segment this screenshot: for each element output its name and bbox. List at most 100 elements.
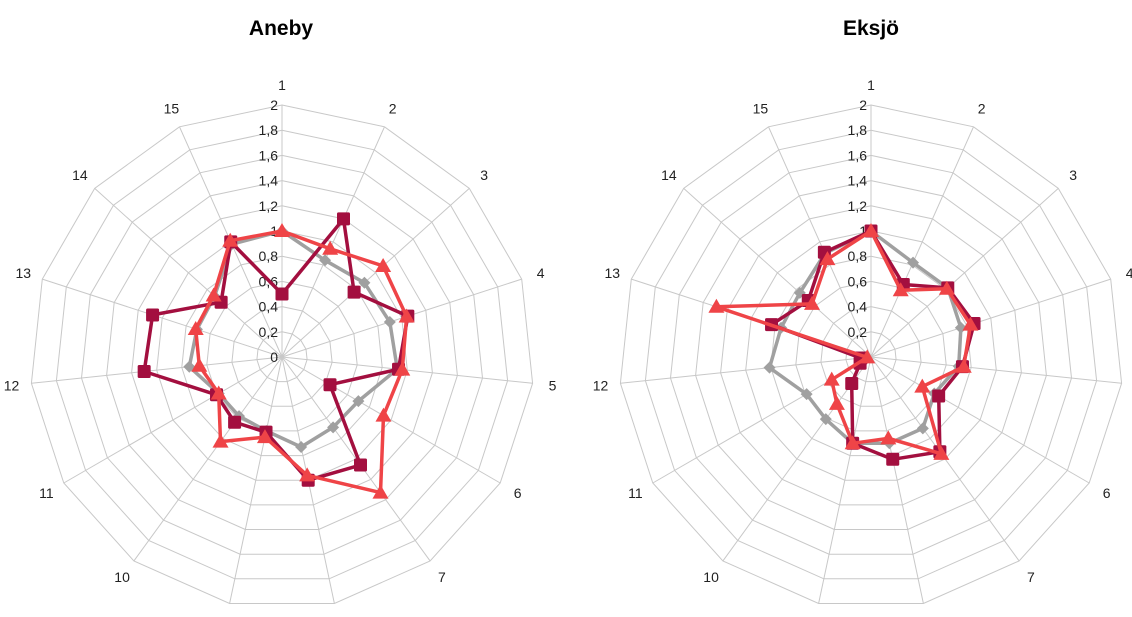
tick-label: 1,6 [259, 147, 279, 163]
series-line [714, 229, 973, 456]
grid-spoke [281, 356, 533, 384]
data-point [358, 276, 371, 289]
data-point [938, 280, 955, 295]
category-label: 7 [438, 569, 446, 585]
data-point [375, 407, 392, 422]
tick-label: 0,4 [848, 299, 868, 315]
data-point [295, 440, 308, 453]
data-point [828, 395, 845, 410]
data-point [191, 357, 208, 372]
grid-ring [695, 180, 1047, 530]
grid-spoke [133, 356, 283, 562]
grid-spoke [31, 356, 283, 384]
grid-spoke [281, 188, 470, 358]
data-point [210, 385, 227, 400]
tick-label: 1,4 [259, 173, 279, 189]
tick-label: 1,8 [848, 122, 868, 138]
category-label: 11 [628, 485, 643, 501]
data-point [212, 433, 229, 448]
grid-spoke [870, 126, 974, 358]
category-label: 15 [164, 101, 180, 117]
grid-spoke [63, 356, 283, 484]
data-point [299, 467, 316, 482]
data-point [962, 316, 979, 331]
data-point [137, 364, 151, 378]
grid-ring [156, 230, 408, 481]
radar-chart-aneby: Aneby 00,20,40,60,811,21,41,61,821234567… [4, 17, 557, 617]
data-point [708, 298, 725, 313]
data-point [955, 358, 972, 373]
grid-ring [30, 104, 534, 604]
data-point [372, 484, 389, 499]
category-label: 4 [537, 265, 545, 281]
category-label: 13 [16, 265, 32, 281]
data-point [819, 413, 832, 426]
tick-label: 2 [270, 97, 278, 113]
tick-label: 0,8 [259, 248, 279, 264]
series-line [769, 229, 976, 462]
grid-ring [845, 331, 897, 383]
data-point [800, 388, 813, 401]
data-point [275, 287, 289, 301]
data-point [187, 320, 204, 335]
grid-ring [80, 154, 484, 555]
grid-spoke [281, 356, 501, 484]
category-label: 8 [924, 615, 932, 617]
data-point [354, 458, 368, 472]
category-label: 6 [514, 485, 522, 501]
data-point [183, 360, 196, 373]
data-point [274, 223, 290, 237]
grid-spoke [870, 278, 1111, 358]
category-label: 4 [1126, 265, 1132, 281]
grid-spoke [722, 356, 872, 562]
tick-label: 0,4 [259, 299, 279, 315]
category-label: 9 [222, 615, 230, 617]
data-point [228, 415, 242, 429]
chart-title: Eksjö [843, 17, 899, 40]
category-label: 14 [72, 167, 88, 183]
data-point [933, 445, 950, 460]
tick-label: 1,4 [848, 173, 868, 189]
grid-ring [106, 180, 458, 530]
grid-spoke [281, 126, 385, 358]
tick-label: 2 [859, 97, 867, 113]
data-point [932, 389, 946, 403]
data-point [880, 430, 897, 445]
category-label: 7 [1027, 569, 1035, 585]
series-1 [183, 225, 404, 453]
data-point [954, 321, 967, 334]
category-label: 1 [278, 77, 286, 93]
data-point [336, 212, 350, 226]
chart-title: Aneby [249, 17, 314, 40]
category-label: 9 [811, 615, 819, 617]
data-point [347, 285, 361, 299]
grid-ring [55, 129, 509, 580]
radar-grid [619, 104, 1123, 604]
category-label: 1 [867, 77, 875, 93]
category-label: 2 [389, 101, 397, 117]
tick-label: 0,2 [259, 324, 279, 340]
data-point [916, 422, 929, 435]
grid-ring [795, 280, 947, 432]
grid-ring [770, 255, 972, 457]
tick-label: 0,2 [848, 324, 868, 340]
data-point [323, 378, 337, 392]
category-label: 12 [4, 377, 20, 393]
tick-label: 0 [270, 349, 278, 365]
data-point [819, 251, 836, 266]
tick-label: 1 [859, 223, 867, 239]
radar-chart-eksjo: Eksjö 00,20,40,60,811,21,41,61,821234567… [593, 17, 1132, 617]
category-label: 10 [703, 569, 719, 585]
grid-ring [720, 205, 1022, 506]
grid-ring [669, 154, 1073, 555]
grid-spoke [620, 356, 872, 384]
data-point [859, 349, 876, 364]
radar-grid [30, 104, 534, 604]
grid-ring [206, 280, 358, 432]
category-label: 12 [593, 377, 609, 393]
grid-ring [619, 104, 1123, 604]
tick-label: 0,6 [848, 273, 868, 289]
series-3 [708, 223, 979, 460]
grid-ring [745, 230, 997, 481]
